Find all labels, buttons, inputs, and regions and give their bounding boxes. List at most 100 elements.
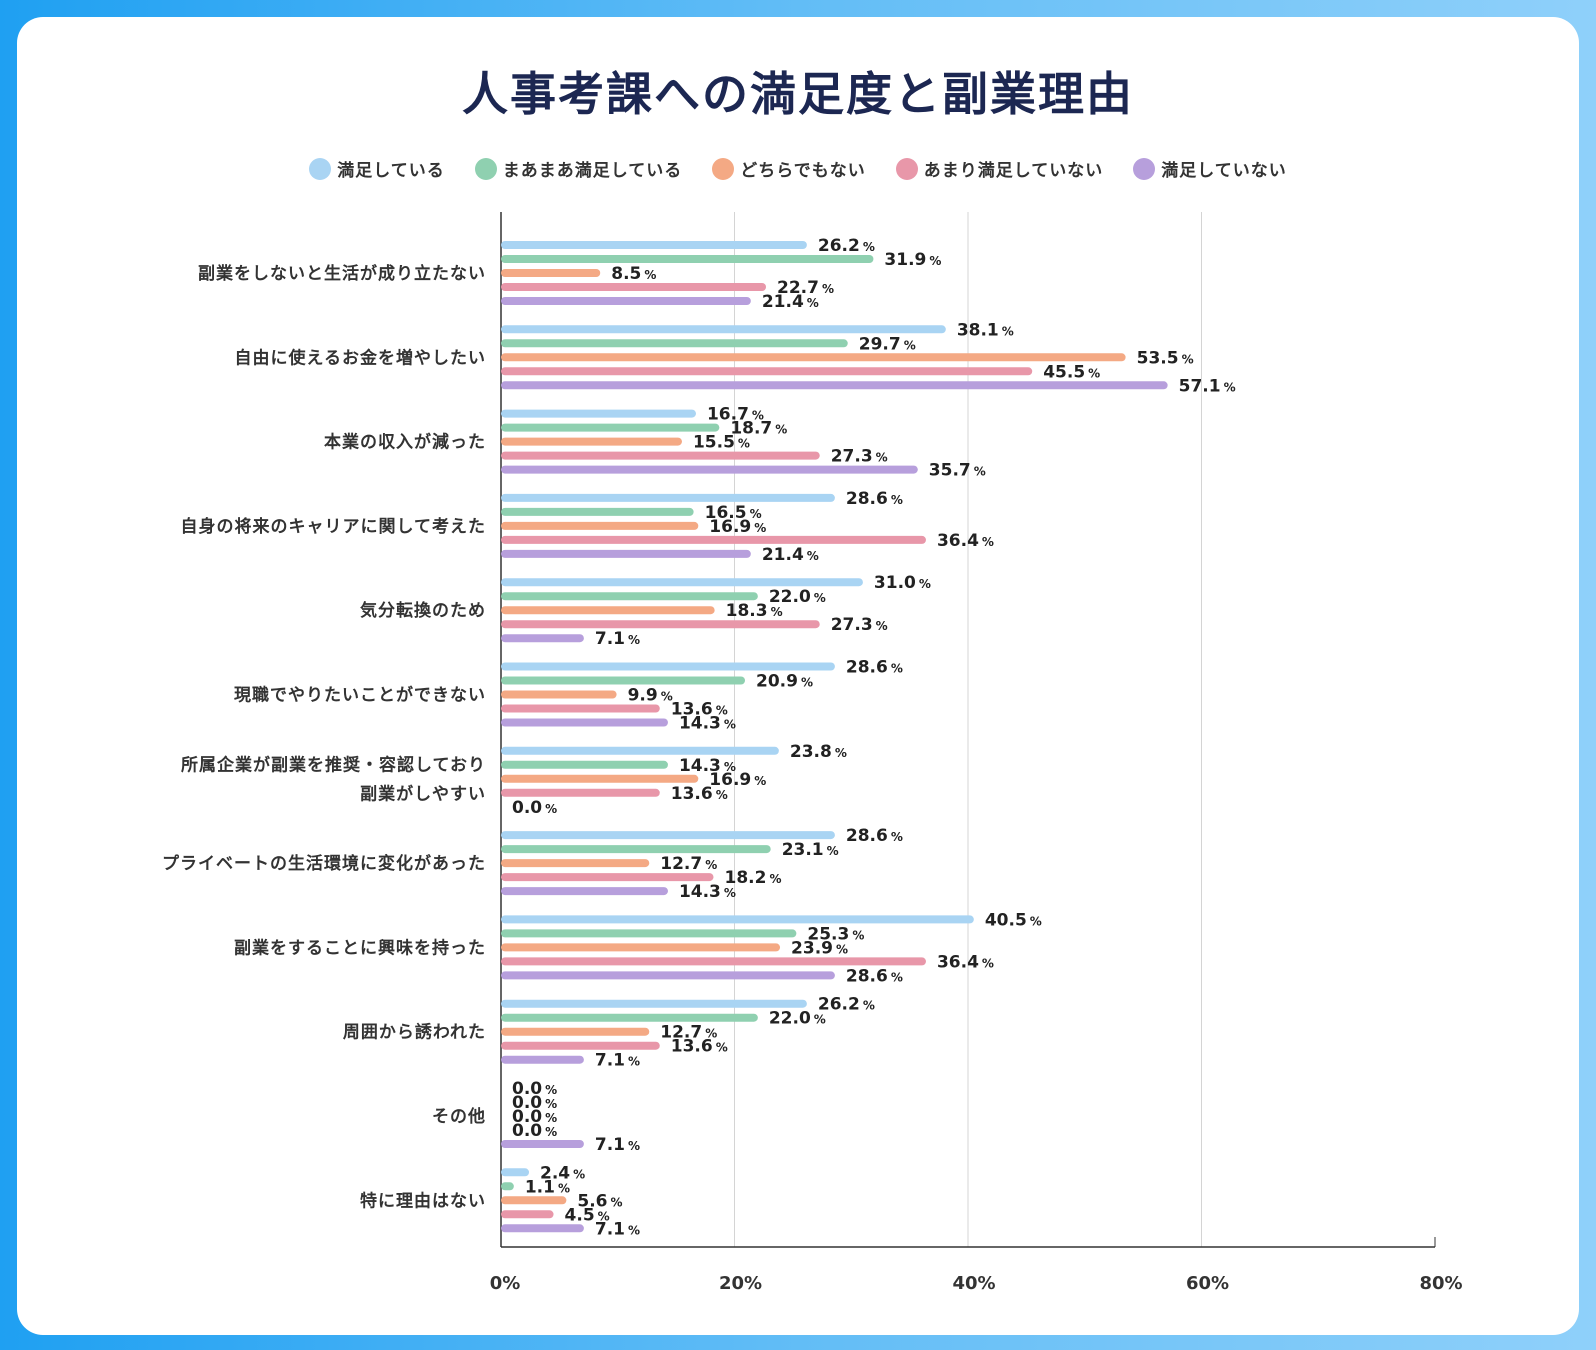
bar — [501, 887, 668, 896]
bar — [501, 409, 696, 418]
bar-value-label: 53.5% — [1137, 348, 1194, 368]
bar — [501, 381, 1168, 390]
category-label: 周囲から誘われた — [343, 1022, 486, 1043]
bar — [501, 1013, 758, 1022]
category-label: 自由に使えるお金を増やしたい — [235, 347, 487, 368]
bar — [501, 535, 926, 544]
bar-value-label: 29.7% — [859, 334, 916, 354]
bar — [501, 1210, 554, 1219]
legend-item: どちらでもない — [712, 156, 866, 181]
bar-value-label: 0.0% — [512, 1079, 557, 1099]
bar-value-label: 7.1% — [595, 1135, 640, 1155]
bar — [501, 521, 699, 530]
bar — [501, 971, 835, 980]
category-label: プライベートの生活環境に変化があった — [162, 853, 486, 874]
x-tick-label: 80% — [1419, 1273, 1462, 1294]
bar-value-label: 0.0% — [512, 1093, 557, 1113]
bar — [501, 297, 751, 305]
bar — [501, 1041, 660, 1050]
bar-value-label: 57.1% — [1179, 376, 1236, 396]
bar — [501, 592, 758, 601]
bar-value-label: 21.4% — [762, 545, 819, 565]
category-label: 副業をしないと生活が成り立たない — [198, 263, 486, 284]
bar — [501, 845, 771, 854]
chart-legend: 満足している まあまあ満足している どちらでもない あまり満足していない 満足していない — [0, 156, 1596, 181]
bar — [501, 774, 699, 783]
bar-value-label: 4.5% — [565, 1205, 610, 1225]
category-label: 自身の将来のキャリアに関して考えた — [181, 516, 487, 537]
legend-swatch — [474, 157, 497, 180]
bar — [501, 269, 601, 277]
bar — [501, 676, 746, 685]
bar-value-label: 0.0% — [512, 1107, 557, 1127]
bar-value-label: 18.7% — [730, 419, 787, 439]
bar — [501, 493, 835, 502]
bar-value-label: 38.1% — [957, 320, 1014, 340]
legend-item: 満足していない — [1133, 156, 1287, 181]
bar — [501, 606, 715, 615]
bar — [501, 423, 720, 432]
bar-value-label: 22.0% — [769, 587, 826, 607]
chart-title: 人事考課への満足度と副業理由 — [462, 67, 1134, 121]
category-label: その他 — [432, 1106, 486, 1127]
category-label: 特に理由はない — [360, 1190, 486, 1211]
bar — [501, 788, 660, 797]
legend-item: 満足している — [309, 156, 445, 181]
bar-value-label: 0.0% — [512, 798, 557, 818]
bar-value-label: 20.9% — [756, 672, 813, 692]
bar — [501, 507, 694, 516]
bar — [501, 704, 660, 713]
bar — [501, 1182, 514, 1191]
bar — [501, 859, 650, 868]
x-tick-label: 40% — [952, 1273, 995, 1294]
bar-value-label: 12.7% — [660, 854, 717, 874]
bar-value-label: 18.2% — [724, 868, 781, 888]
bar — [501, 1027, 650, 1036]
x-tick-label: 20% — [719, 1273, 762, 1294]
chart-card — [17, 17, 1579, 1335]
legend-label: どちらでもない — [740, 161, 866, 181]
legend-label: 満足していない — [1161, 161, 1287, 181]
legend-swatch — [895, 157, 918, 180]
bar — [501, 255, 874, 263]
category-label: 本業の収入が減った — [324, 432, 486, 453]
category-label: 現職でやりたいことができない — [234, 685, 486, 706]
bar — [501, 1140, 584, 1148]
bar — [501, 943, 781, 952]
category-label: 副業をすることに興味を持った — [234, 937, 486, 958]
bar — [501, 999, 807, 1008]
bar — [501, 339, 848, 348]
bar-value-label: 1.1% — [525, 1177, 570, 1197]
bar-value-label: 28.6% — [846, 489, 903, 509]
x-tick-label: 60% — [1186, 1273, 1229, 1294]
bar — [501, 873, 714, 882]
legend-swatch — [309, 157, 332, 180]
bar-value-label: 36.4% — [937, 952, 994, 972]
category-label: 所属企業が副業を推奨・容認しており — [181, 754, 486, 775]
bar — [501, 690, 617, 699]
bar — [501, 1055, 584, 1064]
bar — [501, 578, 863, 587]
legend-item: まあまあ満足している — [474, 156, 683, 181]
bar — [501, 620, 820, 629]
legend-swatch — [1133, 157, 1156, 180]
bar-value-label: 28.6% — [846, 966, 903, 986]
bar-value-label: 35.7% — [929, 461, 986, 481]
bar — [501, 957, 926, 966]
bar-value-label: 13.6% — [671, 1037, 728, 1057]
bar-value-label: 7.1% — [595, 629, 640, 649]
bar-value-label: 23.1% — [782, 840, 839, 860]
bar — [501, 367, 1033, 376]
bar-value-label: 26.2% — [818, 995, 875, 1015]
bar — [501, 1168, 530, 1177]
legend-label: まあまあ満足している — [502, 161, 683, 181]
bar — [501, 662, 835, 671]
bar — [501, 915, 974, 924]
bar-value-label: 8.5% — [611, 264, 656, 284]
bar — [501, 746, 779, 755]
bar-value-label: 16.9% — [709, 770, 766, 790]
bar-value-label: 31.9% — [884, 250, 941, 270]
bar-value-label: 9.9% — [628, 686, 673, 706]
bar — [501, 929, 797, 938]
